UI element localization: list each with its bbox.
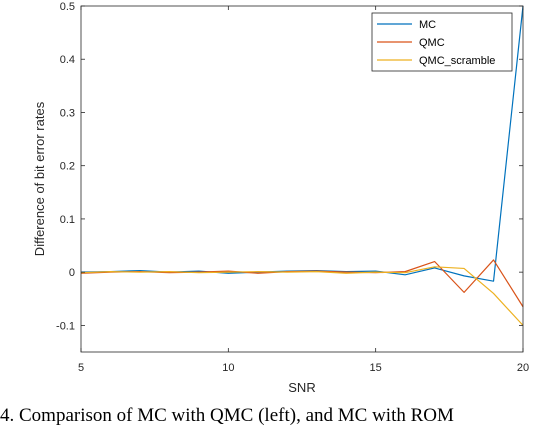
series-layer: [80, 5, 524, 326]
figure-caption: 4. Comparison of MC with QMC (left), and…: [0, 405, 454, 426]
y-tick-label: 0.5: [60, 1, 75, 13]
axes-layer: [80, 5, 524, 353]
y-tick-label: 0.4: [60, 54, 75, 66]
y-tick-label: 0.3: [60, 107, 75, 119]
y-tick-label: 0.1: [60, 214, 75, 226]
x-tick-label: 20: [517, 362, 529, 374]
x-tick-label: 15: [370, 362, 382, 374]
y-tick-label: 0: [69, 267, 75, 279]
axes-box: [80, 5, 524, 353]
ticks-layer: 5 10 15 20 -0.1 0 0.1 0.2 0.3 0.4 0.5: [56, 1, 529, 374]
legend-label: QMC_scramble: [419, 55, 495, 67]
legend: MC QMC QMC_scramble: [371, 12, 513, 72]
line-chart: 5 10 15 20 -0.1 0 0.1 0.2 0.3 0.4 0.5 SNR Differen…: [32, 1, 529, 395]
y-axis-label: Difference of bit error rates: [32, 101, 47, 256]
legend-label: MC: [419, 19, 436, 31]
y-tick-label: -0.1: [56, 320, 75, 332]
x-tick-label: 10: [222, 362, 234, 374]
series-line-qmc-scramble: [80, 266, 524, 326]
x-tick-label: 5: [78, 362, 84, 374]
y-tick-label: 0.2: [60, 161, 75, 173]
x-axis-label: SNR: [288, 380, 315, 395]
legend-label: QMC: [419, 37, 445, 49]
